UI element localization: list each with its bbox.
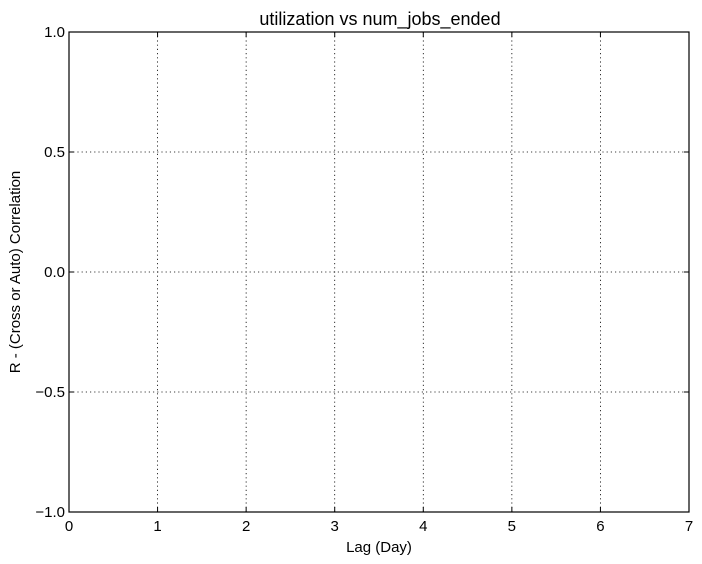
grid-lines — [69, 32, 689, 512]
x-tick-label: 7 — [685, 518, 693, 535]
x-tick-label: 3 — [331, 518, 339, 535]
x-tick-label: 6 — [596, 518, 604, 535]
x-tick-label: 0 — [65, 518, 73, 535]
y-axis-label: R - (Cross or Auto) Correlation — [7, 171, 24, 374]
y-tick-label: 1.0 — [44, 24, 65, 41]
x-axis-label: Lag (Day) — [346, 539, 412, 556]
y-tick-labels: −1.0 −0.5 0.0 0.5 1.0 — [35, 24, 65, 521]
axis-ticks — [68, 31, 690, 513]
x-tick-label: 4 — [419, 518, 427, 535]
y-tick-label: −1.0 — [35, 504, 65, 521]
x-tick-label: 5 — [508, 518, 516, 535]
y-tick-label: 0.0 — [44, 264, 65, 281]
y-tick-label: −0.5 — [35, 384, 65, 401]
x-tick-label: 1 — [153, 518, 161, 535]
x-tick-labels: 0 1 2 3 4 5 6 7 — [65, 518, 693, 535]
chart-title: utilization vs num_jobs_ended — [259, 9, 500, 30]
x-tick-label: 2 — [242, 518, 250, 535]
y-tick-label: 0.5 — [44, 144, 65, 161]
